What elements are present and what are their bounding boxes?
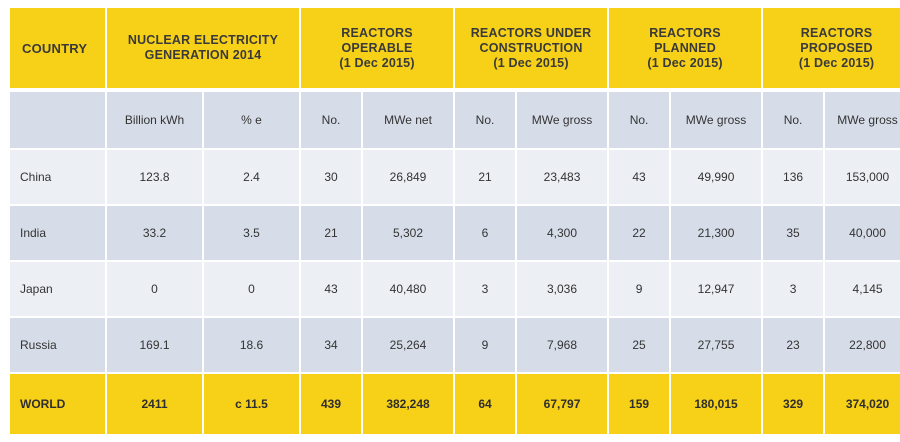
total-cell: 159 xyxy=(609,372,670,434)
total-cell: 67,797 xyxy=(517,372,608,434)
table-cell: 3,036 xyxy=(517,260,608,316)
total-cell: 374,020 xyxy=(825,372,900,434)
units-cell: MWe gross xyxy=(825,88,900,148)
table-cell: 3 xyxy=(455,260,516,316)
units-cell: MWe gross xyxy=(517,88,608,148)
table-cell: 49,990 xyxy=(671,148,762,204)
table-cell: 25,264 xyxy=(363,316,454,372)
country-cell: China xyxy=(10,148,105,204)
header-operable: REACTORS OPERABLE (1 Dec 2015) xyxy=(301,8,454,88)
header-country: COUNTRY xyxy=(10,8,105,88)
header-row: COUNTRY NUCLEAR ELECTRICITY GENERATION 2… xyxy=(10,8,900,88)
units-cell: MWe gross xyxy=(671,88,762,148)
table-row-world-total: WORLD 2411 c 11.5 439 382,248 64 67,797 … xyxy=(10,372,900,434)
table-row-china: China 123.8 2.4 30 26,849 21 23,483 43 4… xyxy=(10,148,900,204)
table-cell: 40,480 xyxy=(363,260,454,316)
units-cell: No. xyxy=(609,88,670,148)
table-cell: 23,483 xyxy=(517,148,608,204)
table-cell: 0 xyxy=(204,260,300,316)
table-cell: 26,849 xyxy=(363,148,454,204)
table-cell: 35 xyxy=(763,204,824,260)
table-cell: 40,000 xyxy=(825,204,900,260)
units-cell: Billion kWh xyxy=(107,88,202,148)
total-cell: 2411 xyxy=(107,372,202,434)
header-planned: REACTORS PLANNED (1 Dec 2015) xyxy=(609,8,762,88)
units-cell: No. xyxy=(455,88,516,148)
units-cell: % e xyxy=(204,88,300,148)
units-cell: No. xyxy=(763,88,824,148)
units-cell: MWe net xyxy=(363,88,454,148)
table-cell: 43 xyxy=(609,148,670,204)
table-cell: 136 xyxy=(763,148,824,204)
table-cell: 27,755 xyxy=(671,316,762,372)
country-cell: India xyxy=(10,204,105,260)
table-cell: 169.1 xyxy=(107,316,202,372)
table-cell: 34 xyxy=(301,316,362,372)
table-cell: 4,300 xyxy=(517,204,608,260)
total-cell: 329 xyxy=(763,372,824,434)
table-cell: 21,300 xyxy=(671,204,762,260)
total-cell: 382,248 xyxy=(363,372,454,434)
header-proposed: REACTORS PROPOSED (1 Dec 2015) xyxy=(763,8,900,88)
table-cell: 21 xyxy=(301,204,362,260)
table-cell: 22,800 xyxy=(825,316,900,372)
units-row: Billion kWh % e No. MWe net No. MWe gros… xyxy=(10,88,900,148)
header-construction: REACTORS UNDER CONSTRUCTION (1 Dec 2015) xyxy=(455,8,608,88)
table-cell: 43 xyxy=(301,260,362,316)
country-cell: Japan xyxy=(10,260,105,316)
table-row-india: India 33.2 3.5 21 5,302 6 4,300 22 21,30… xyxy=(10,204,900,260)
table-cell: 30 xyxy=(301,148,362,204)
total-cell: 439 xyxy=(301,372,362,434)
table-cell: 7,968 xyxy=(517,316,608,372)
table-cell: 9 xyxy=(609,260,670,316)
table-cell: 21 xyxy=(455,148,516,204)
table-cell: 3.5 xyxy=(204,204,300,260)
country-cell: Russia xyxy=(10,316,105,372)
reactor-table: COUNTRY NUCLEAR ELECTRICITY GENERATION 2… xyxy=(8,8,900,434)
units-cell: No. xyxy=(301,88,362,148)
table-row-japan: Japan 0 0 43 40,480 3 3,036 9 12,947 3 4… xyxy=(10,260,900,316)
table-cell: 0 xyxy=(107,260,202,316)
table-cell: 3 xyxy=(763,260,824,316)
header-generation: NUCLEAR ELECTRICITY GENERATION 2014 xyxy=(107,8,300,88)
table-cell: 123.8 xyxy=(107,148,202,204)
table-row-russia: Russia 169.1 18.6 34 25,264 9 7,968 25 2… xyxy=(10,316,900,372)
table-cell: 2.4 xyxy=(204,148,300,204)
table-cell: 33.2 xyxy=(107,204,202,260)
table-cell: 23 xyxy=(763,316,824,372)
total-cell: 64 xyxy=(455,372,516,434)
table-cell: 9 xyxy=(455,316,516,372)
table-cell: 18.6 xyxy=(204,316,300,372)
table-cell: 5,302 xyxy=(363,204,454,260)
total-cell: 180,015 xyxy=(671,372,762,434)
world-label: WORLD xyxy=(10,372,105,434)
reactor-table-container: COUNTRY NUCLEAR ELECTRICITY GENERATION 2… xyxy=(8,8,900,434)
table-cell: 12,947 xyxy=(671,260,762,316)
table-cell: 22 xyxy=(609,204,670,260)
table-cell: 6 xyxy=(455,204,516,260)
table-cell: 153,000 xyxy=(825,148,900,204)
table-cell: 4,145 xyxy=(825,260,900,316)
table-cell: 25 xyxy=(609,316,670,372)
units-cell xyxy=(10,88,105,148)
total-cell: c 11.5 xyxy=(204,372,300,434)
